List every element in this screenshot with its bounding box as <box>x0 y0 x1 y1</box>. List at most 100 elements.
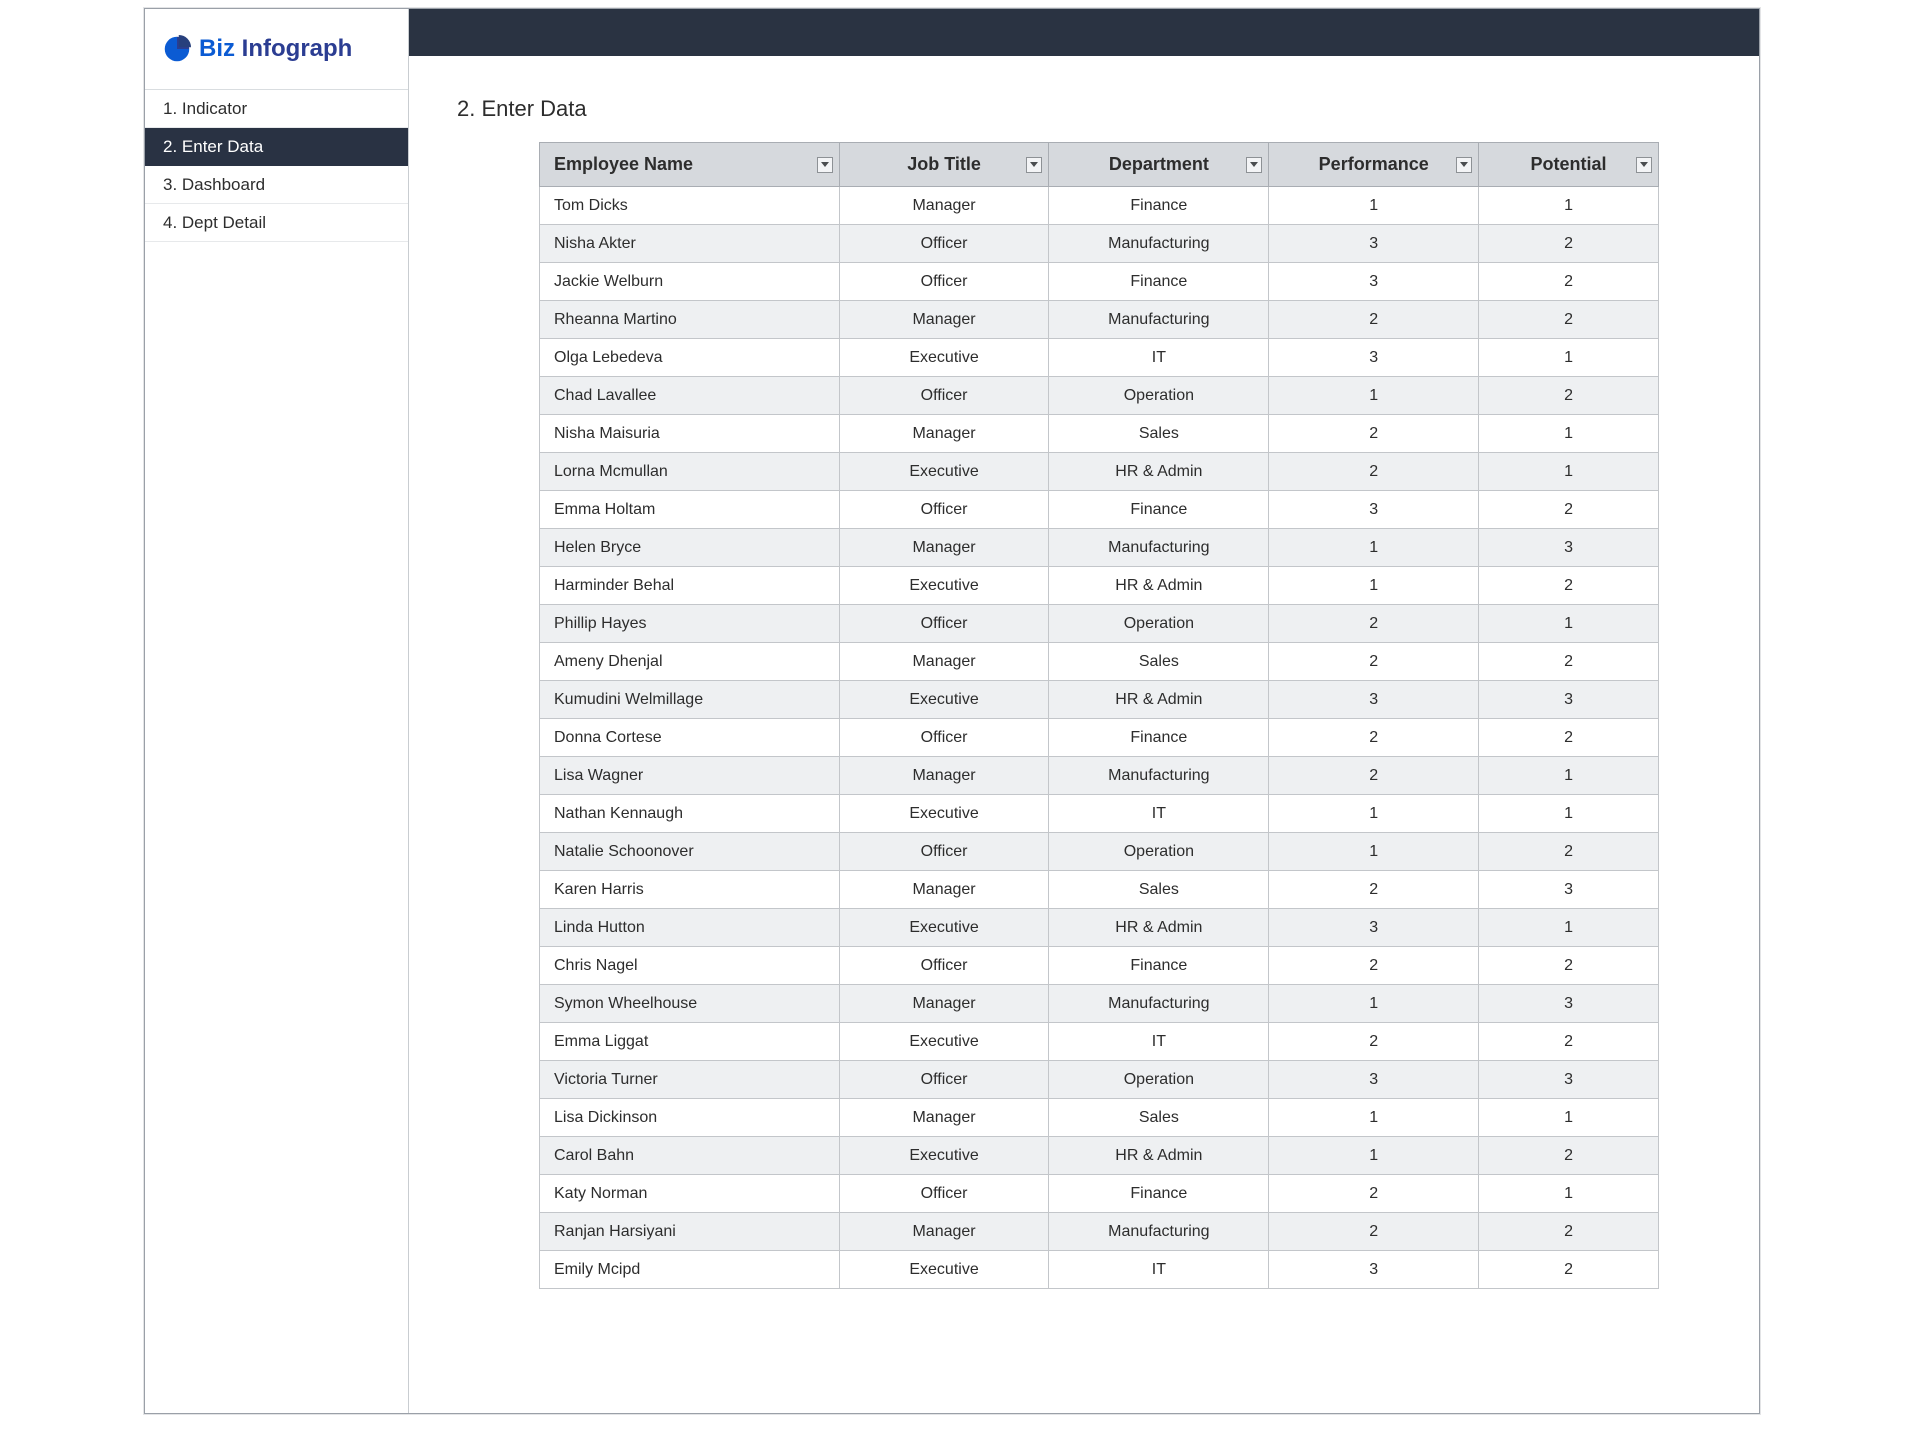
cell: 2 <box>1479 643 1659 681</box>
cell: 1 <box>1479 1099 1659 1137</box>
cell: Olga Lebedeva <box>540 339 840 377</box>
cell: Emma Liggat <box>540 1023 840 1061</box>
cell: Phillip Hayes <box>540 605 840 643</box>
cell: Rheanna Martino <box>540 301 840 339</box>
cell: Emily Mcipd <box>540 1251 840 1289</box>
cell: Executive <box>839 1023 1049 1061</box>
cell: Sales <box>1049 1099 1269 1137</box>
logo-text: Biz Infograph <box>199 35 352 63</box>
table-row[interactable]: Kumudini WelmillageExecutiveHR & Admin33 <box>540 681 1659 719</box>
cell: IT <box>1049 1251 1269 1289</box>
table-row[interactable]: Ranjan HarsiyaniManagerManufacturing22 <box>540 1213 1659 1251</box>
table-row[interactable]: Nisha MaisuriaManagerSales21 <box>540 415 1659 453</box>
cell: Manufacturing <box>1049 985 1269 1023</box>
cell: 2 <box>1479 263 1659 301</box>
table-row[interactable]: Tom DicksManagerFinance11 <box>540 187 1659 225</box>
table-row[interactable]: Emily McipdExecutiveIT32 <box>540 1251 1659 1289</box>
cell: Executive <box>839 795 1049 833</box>
table-row[interactable]: Olga LebedevaExecutiveIT31 <box>540 339 1659 377</box>
table-row[interactable]: Chad LavalleeOfficerOperation12 <box>540 377 1659 415</box>
cell: 2 <box>1269 1213 1479 1251</box>
table-row[interactable]: Helen BryceManagerManufacturing13 <box>540 529 1659 567</box>
cell: HR & Admin <box>1049 909 1269 947</box>
col-header-3[interactable]: Performance <box>1269 143 1479 187</box>
filter-dropdown-icon[interactable] <box>817 157 833 173</box>
cell: Finance <box>1049 947 1269 985</box>
table-row[interactable]: Rheanna MartinoManagerManufacturing22 <box>540 301 1659 339</box>
cell: Manager <box>839 187 1049 225</box>
cell: 2 <box>1479 1137 1659 1175</box>
table-row[interactable]: Nathan KennaughExecutiveIT11 <box>540 795 1659 833</box>
cell: Katy Norman <box>540 1175 840 1213</box>
sidebar-item-0[interactable]: 1. Indicator <box>145 90 408 128</box>
cell: Linda Hutton <box>540 909 840 947</box>
table-row[interactable]: Lisa WagnerManagerManufacturing21 <box>540 757 1659 795</box>
cell: Finance <box>1049 1175 1269 1213</box>
cell: Helen Bryce <box>540 529 840 567</box>
cell: 3 <box>1479 871 1659 909</box>
cell: 1 <box>1479 339 1659 377</box>
table-row[interactable]: Donna CorteseOfficerFinance22 <box>540 719 1659 757</box>
cell: Emma Holtam <box>540 491 840 529</box>
filter-dropdown-icon[interactable] <box>1636 157 1652 173</box>
main: 2. Enter Data Employee NameJob TitleDepa… <box>409 56 1759 1413</box>
cell: Manager <box>839 1099 1049 1137</box>
col-header-2[interactable]: Department <box>1049 143 1269 187</box>
cell: Finance <box>1049 263 1269 301</box>
cell: 2 <box>1269 453 1479 491</box>
cell: Manufacturing <box>1049 757 1269 795</box>
cell: Officer <box>839 491 1049 529</box>
cell: Operation <box>1049 605 1269 643</box>
cell: IT <box>1049 339 1269 377</box>
filter-dropdown-icon[interactable] <box>1026 157 1042 173</box>
table-row[interactable]: Victoria TurnerOfficerOperation33 <box>540 1061 1659 1099</box>
cell: IT <box>1049 795 1269 833</box>
cell: Finance <box>1049 187 1269 225</box>
table-row[interactable]: Chris NagelOfficerFinance22 <box>540 947 1659 985</box>
table-row[interactable]: Lisa DickinsonManagerSales11 <box>540 1099 1659 1137</box>
cell: Lorna Mcmullan <box>540 453 840 491</box>
cell: Executive <box>839 1251 1049 1289</box>
cell: 3 <box>1269 263 1479 301</box>
sidebar-item-2[interactable]: 3. Dashboard <box>145 166 408 204</box>
cell: 2 <box>1269 1023 1479 1061</box>
table-row[interactable]: Carol BahnExecutiveHR & Admin12 <box>540 1137 1659 1175</box>
cell: Operation <box>1049 833 1269 871</box>
table-row[interactable]: Harminder BehalExecutiveHR & Admin12 <box>540 567 1659 605</box>
cell: HR & Admin <box>1049 567 1269 605</box>
table-row[interactable]: Lorna McmullanExecutiveHR & Admin21 <box>540 453 1659 491</box>
table-row[interactable]: Phillip HayesOfficerOperation21 <box>540 605 1659 643</box>
table-row[interactable]: Emma LiggatExecutiveIT22 <box>540 1023 1659 1061</box>
table-row[interactable]: Ameny DhenjalManagerSales22 <box>540 643 1659 681</box>
table-row[interactable]: Symon WheelhouseManagerManufacturing13 <box>540 985 1659 1023</box>
cell: Manufacturing <box>1049 529 1269 567</box>
cell: Executive <box>839 909 1049 947</box>
table-row[interactable]: Linda HuttonExecutiveHR & Admin31 <box>540 909 1659 947</box>
col-header-label: Employee Name <box>554 154 693 174</box>
table-row[interactable]: Nisha AkterOfficerManufacturing32 <box>540 225 1659 263</box>
cell: Executive <box>839 681 1049 719</box>
table-row[interactable]: Katy NormanOfficerFinance21 <box>540 1175 1659 1213</box>
sidebar-item-1[interactable]: 2. Enter Data <box>145 128 408 166</box>
cell: Executive <box>839 453 1049 491</box>
col-header-4[interactable]: Potential <box>1479 143 1659 187</box>
cell: 1 <box>1269 1137 1479 1175</box>
cell: 3 <box>1269 909 1479 947</box>
cell: Manager <box>839 985 1049 1023</box>
table-row[interactable]: Jackie WelburnOfficerFinance32 <box>540 263 1659 301</box>
table-row[interactable]: Karen HarrisManagerSales23 <box>540 871 1659 909</box>
cell: Officer <box>839 225 1049 263</box>
col-header-0[interactable]: Employee Name <box>540 143 840 187</box>
col-header-label: Job Title <box>907 154 981 174</box>
cell: 2 <box>1269 301 1479 339</box>
table-row[interactable]: Emma HoltamOfficerFinance32 <box>540 491 1659 529</box>
filter-dropdown-icon[interactable] <box>1456 157 1472 173</box>
sidebar-item-3[interactable]: 4. Dept Detail <box>145 204 408 242</box>
cell: 2 <box>1479 1023 1659 1061</box>
table-row[interactable]: Natalie SchoonoverOfficerOperation12 <box>540 833 1659 871</box>
filter-dropdown-icon[interactable] <box>1246 157 1262 173</box>
cell: Manager <box>839 301 1049 339</box>
col-header-1[interactable]: Job Title <box>839 143 1049 187</box>
cell: 2 <box>1269 605 1479 643</box>
cell: Nathan Kennaugh <box>540 795 840 833</box>
